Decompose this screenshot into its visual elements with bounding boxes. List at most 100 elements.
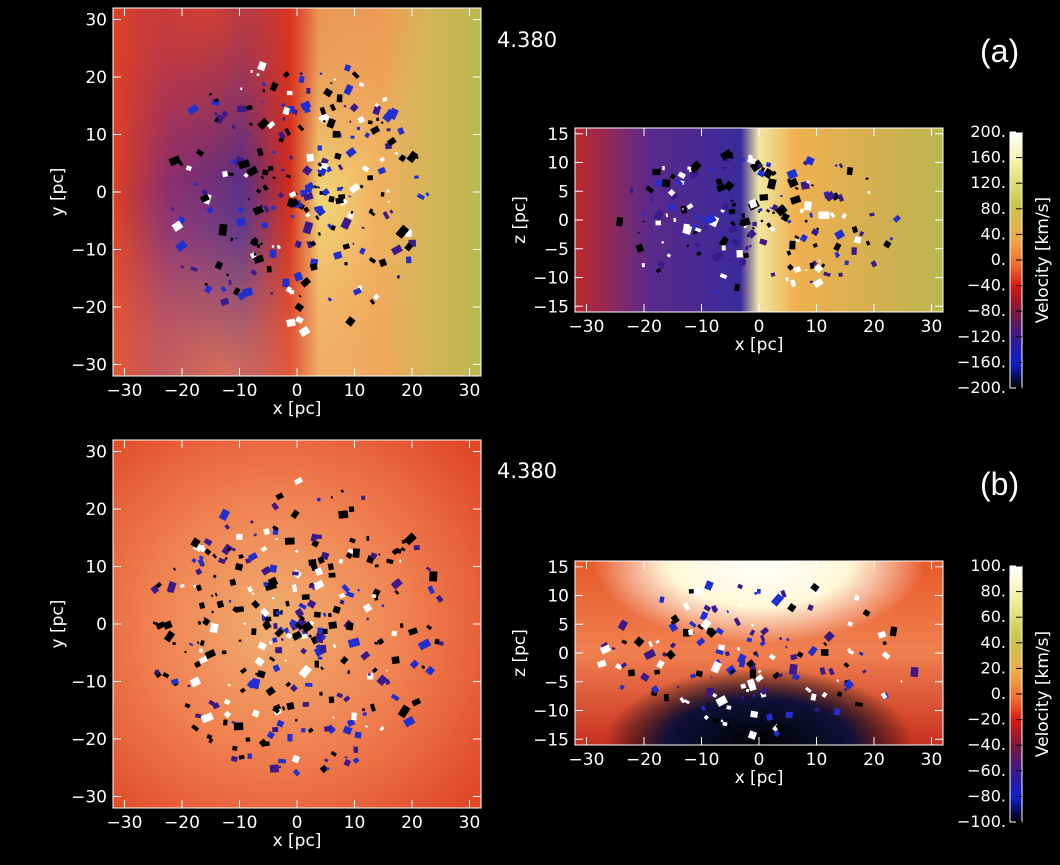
panel-b-xy-clump	[351, 712, 357, 721]
panel-b-colorbar-tick-label: −80.	[967, 786, 1006, 805]
panel-b-xy-clump	[221, 543, 233, 556]
panel-b-xy-clump	[343, 758, 352, 767]
panel-b-xz-clump	[836, 679, 840, 683]
panel-b-xz-clump	[643, 648, 657, 661]
panel-a-xy-clump	[220, 297, 230, 307]
panel-a-xz-clump	[642, 211, 647, 216]
panel-b-colorbar-tick-label: 100.	[970, 556, 1006, 575]
panel-b-xy-clump	[249, 520, 254, 524]
panel-b-xy-clump	[390, 577, 403, 590]
panel-a-xz-clump	[635, 243, 645, 253]
panel-b-xy-clump	[190, 537, 201, 549]
panel-a-xz-xtick-label: −30	[569, 317, 605, 337]
panel-b-xz-clump	[648, 640, 654, 648]
panel-a-xy-clump	[343, 104, 347, 108]
panel-b-xy-clump	[265, 686, 276, 697]
panel-b-xz-clump	[705, 702, 710, 705]
panel-a-xz-clump	[771, 203, 779, 212]
panel-b-xz-clump	[670, 614, 680, 624]
panel-a-xz-clump	[892, 214, 901, 223]
panel-a-xz-clump	[666, 253, 672, 258]
panel-b-xy-clump	[361, 495, 366, 501]
panel-b-xy-clump	[360, 650, 371, 661]
panel-a-xz-clump	[749, 244, 752, 248]
panel-b-xy-clump	[227, 547, 231, 551]
panel-a-colorbar-tick-label: 40.	[981, 224, 1006, 243]
panel-b-xz-clump	[695, 670, 703, 678]
panel-b-xz-clump	[724, 650, 730, 657]
panel-a-xy-clump	[394, 151, 399, 156]
panel-b-xy-ytick-label: 0	[96, 615, 107, 635]
panel-b-xy-clump	[278, 758, 287, 764]
panel-a-xz-clump	[766, 222, 772, 228]
panel-b-xz-xtick-label: 30	[921, 750, 943, 770]
panel-a-xz-clump	[838, 163, 844, 169]
panel-b-xy-clump	[195, 568, 203, 576]
panel-a-xy-clump	[253, 254, 265, 264]
panel-a-xz-clump	[655, 220, 662, 226]
panel-b-xy-clump	[310, 635, 319, 645]
panel-b-xy-xtick-label: −30	[107, 813, 143, 833]
panel-a-xy-xtick-label: 10	[344, 381, 366, 401]
panel-a-xy-clump	[319, 167, 327, 177]
panel-b-xz-clump	[846, 647, 852, 652]
panel-b-xz-clump	[759, 640, 766, 647]
panel-b-xz-clump	[753, 599, 757, 602]
panel-a-xy-clump	[382, 108, 396, 123]
panel-b-xy-clump	[315, 643, 322, 650]
panel-b-xz-clump	[717, 644, 725, 651]
panel-a-xy-clump	[213, 112, 218, 115]
panel-b-xy-clump	[311, 539, 320, 548]
panel-a-xz-clump	[814, 264, 824, 274]
panel-b-xz-clump	[858, 651, 864, 656]
panel-a-xy-clump	[293, 271, 304, 282]
panel-b-colorbar-label: Velocity [km/s]	[1033, 631, 1053, 757]
panel-a-xz-clump	[818, 259, 821, 263]
panel-a-xy-clump	[345, 316, 356, 327]
panel-a-xy-clump	[328, 195, 335, 203]
panel-b-xz-clump	[780, 589, 787, 598]
panel-b-xy-clump	[374, 641, 379, 646]
panel-a-xy-clump	[317, 145, 323, 151]
panel-b-xy-clump	[255, 672, 259, 676]
panel-b-xy-clump	[366, 617, 370, 621]
panel-b-xz-clump	[700, 618, 712, 630]
panel-b-xy-clump	[231, 745, 238, 751]
panel-a-xz-clump	[757, 169, 766, 178]
panel-a-xz-clump	[820, 263, 826, 268]
panel-a-colorbar-tick-label: −200.	[957, 378, 1006, 397]
panel-b-xz-clump	[682, 628, 690, 637]
panel-a-xy-clump	[263, 204, 270, 213]
panel-a-xy-clump	[340, 217, 352, 230]
panel-b-xy-clump	[340, 656, 349, 665]
panel-a-xz-xtick-label: 30	[921, 317, 943, 337]
panel-b-xy-clump	[273, 622, 278, 630]
panel-a-xz-clump	[669, 173, 676, 180]
panel-a-xy-clump	[187, 104, 199, 116]
panel-b-xy-clump	[292, 571, 299, 576]
panel-a-xy-clump	[375, 117, 380, 122]
panel-a-xy-clump	[247, 197, 250, 201]
panel-b-xz-clump	[807, 604, 814, 611]
panel-a-xy-clump	[387, 200, 391, 204]
panel-a-xy-clump	[242, 287, 254, 298]
panel-b-xy-clump	[338, 510, 349, 519]
panel-a-xz-clump	[799, 208, 805, 214]
panel-a-xy-clump	[298, 294, 302, 298]
panel-b-xy-clump	[275, 492, 284, 501]
panel-b-xy-clump	[276, 719, 285, 728]
panel-b-xz-ytick-label: 15	[547, 558, 569, 578]
panel-a-xy-clump	[266, 266, 272, 273]
panel-a-xz-clump	[650, 198, 654, 202]
panel-a-xy-clump	[204, 282, 208, 286]
panel-b-xz-clumps	[596, 580, 919, 740]
panel-b-xz-clump	[699, 611, 709, 621]
panel-b-xz-clump	[805, 686, 812, 693]
panel-b: −30 −20 −10 0 10 20 30 −30 −20 −10 0 10 20 30 x [pc] y …	[48, 439, 1053, 851]
panel-b-xy-clump	[286, 701, 295, 711]
panel-b-xy-clump	[378, 553, 381, 556]
panel-a-xz-clump	[720, 231, 724, 235]
panel-b-xy-clump	[341, 583, 351, 593]
panel-b-xz-xtick-label: −10	[684, 750, 720, 770]
panel-b-xy-clump	[251, 599, 261, 609]
